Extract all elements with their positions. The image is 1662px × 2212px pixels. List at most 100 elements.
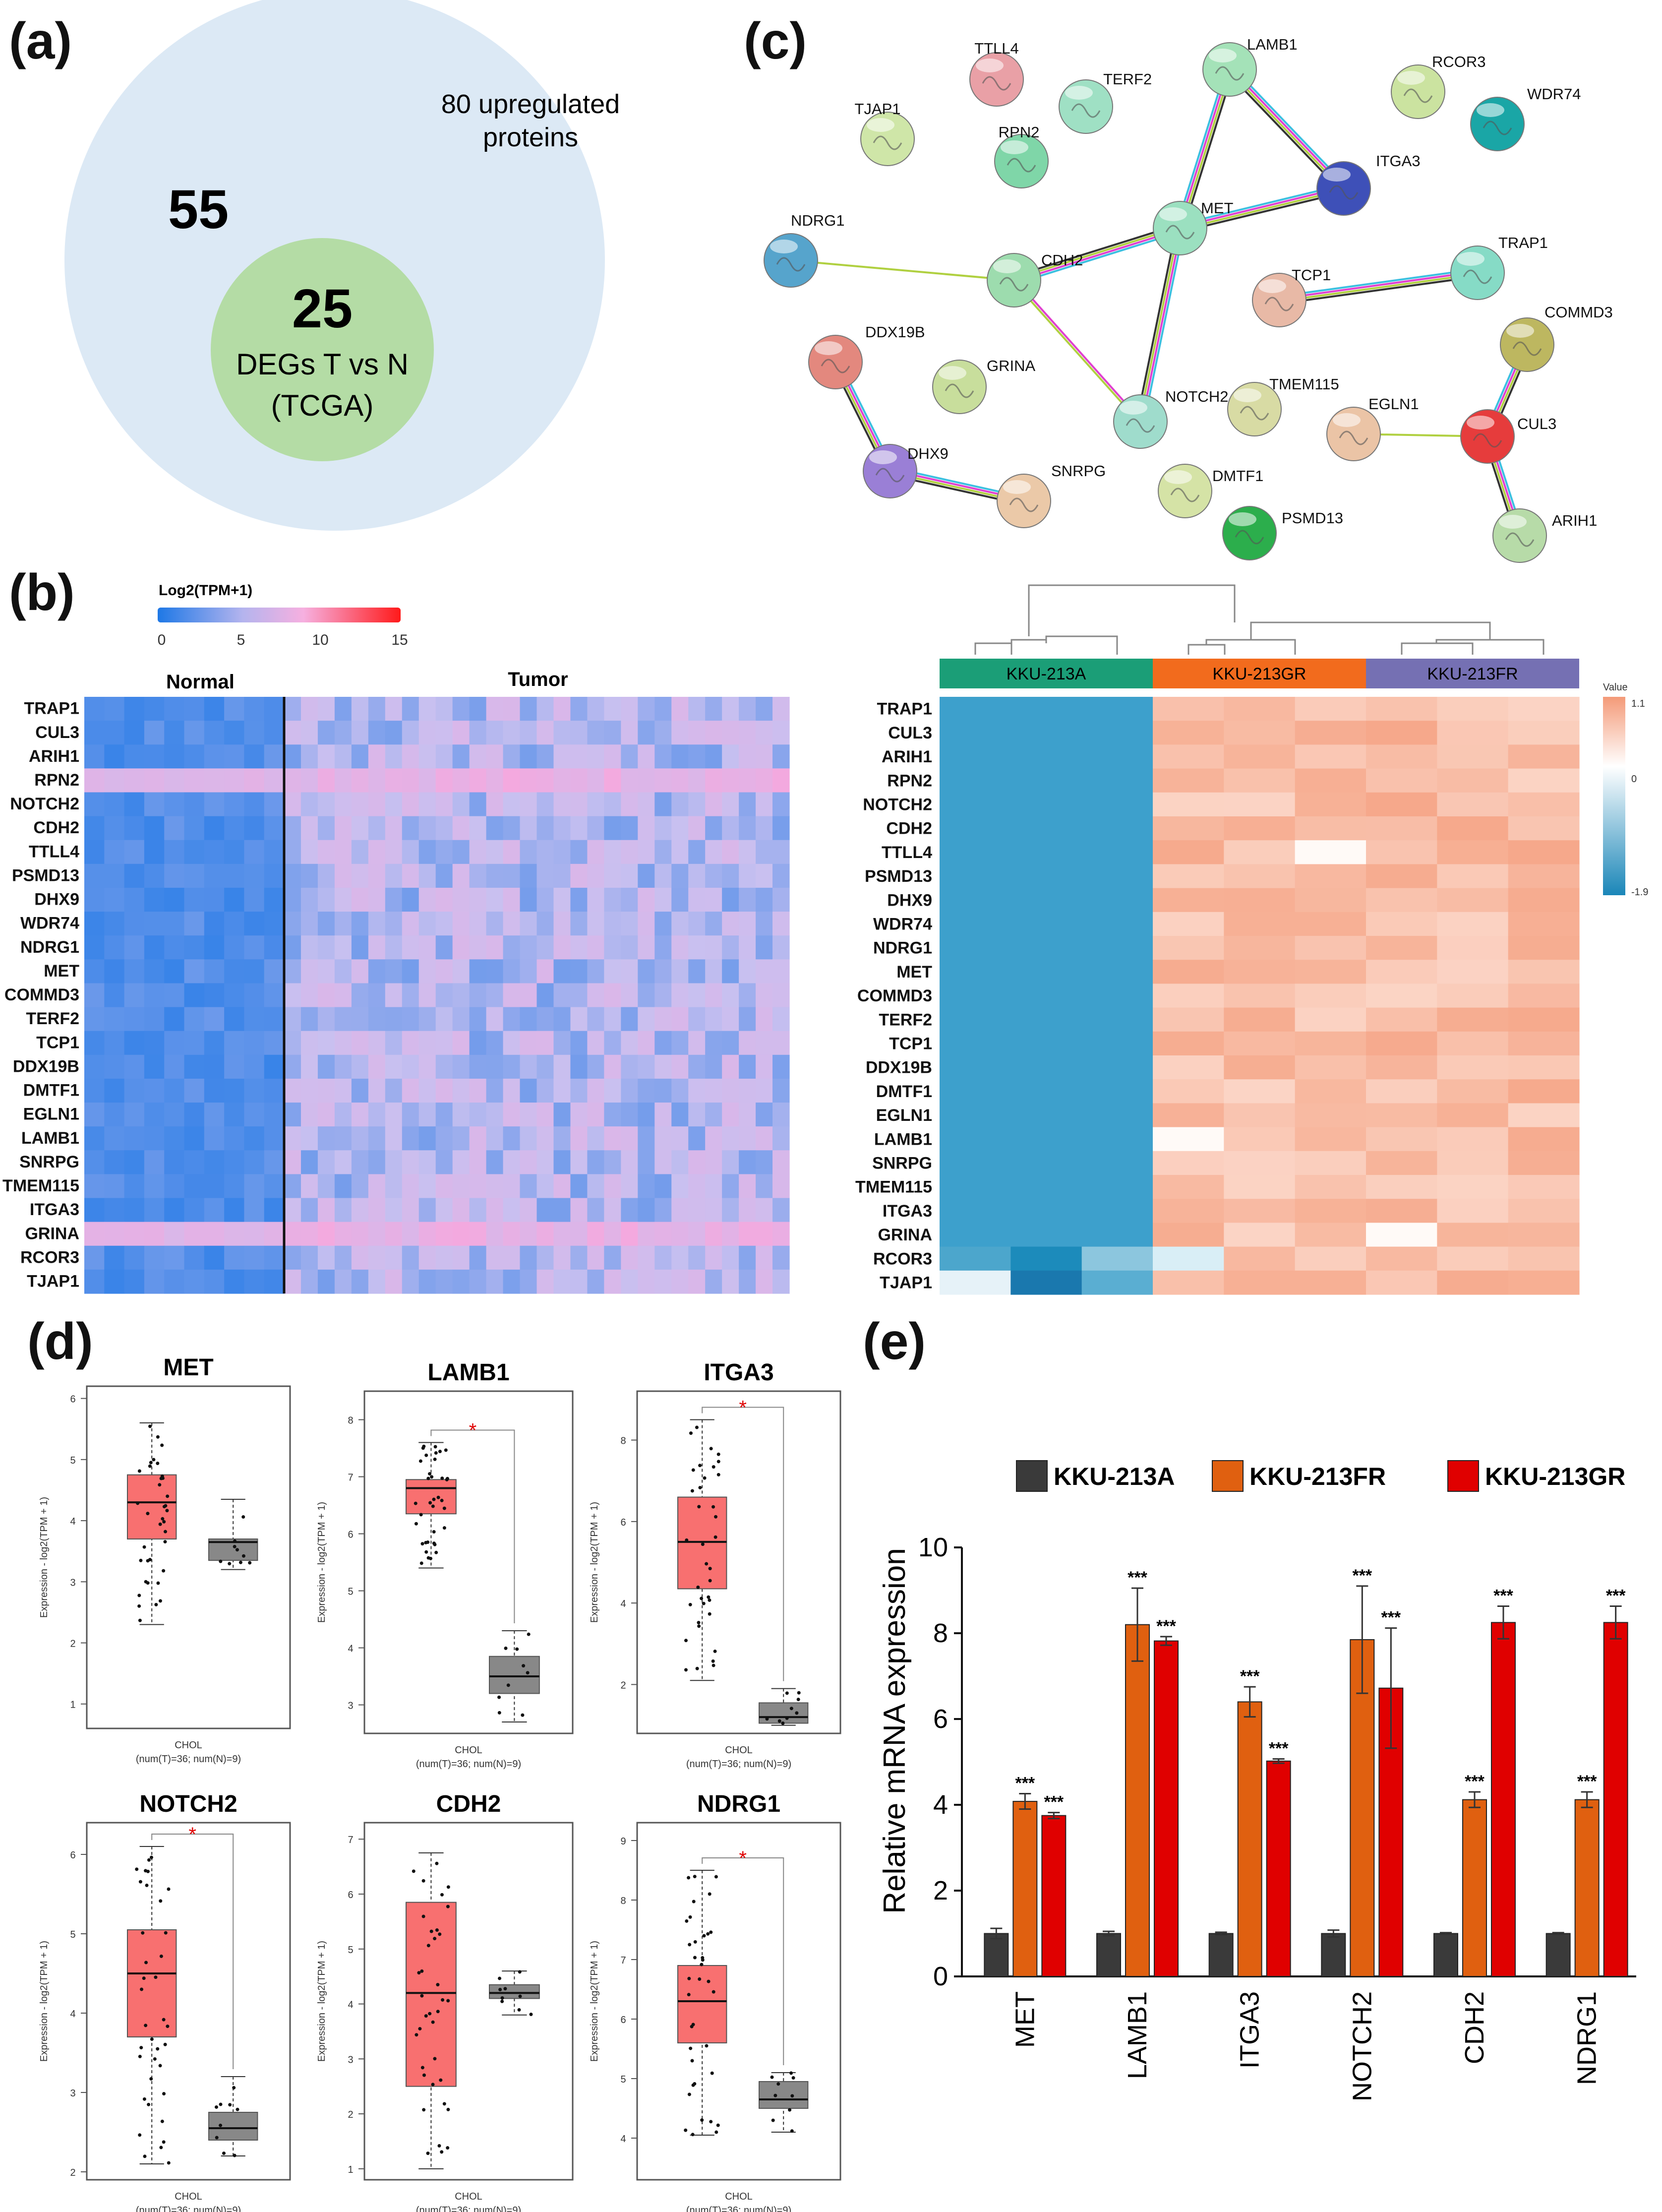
tcga-heat-cell: [688, 1174, 706, 1199]
tcga-heat-cell: [688, 863, 706, 888]
tcga-heat-cell: [351, 792, 369, 817]
boxplot-point: [691, 2133, 695, 2137]
tcga-heat-cell: [705, 983, 722, 1008]
tcga-heat-cell: [772, 840, 790, 864]
tcga-heat-cell: [756, 1031, 773, 1055]
tcga-heat-cell: [503, 935, 521, 960]
protein-structure-icon: [1215, 66, 1245, 81]
tcga-heat-cell: [124, 887, 145, 912]
tcga-heat-cell: [204, 1078, 225, 1103]
boxplot-point: [698, 1464, 702, 1468]
tcga-heat-cell: [671, 1078, 689, 1103]
tcga-heat-cell: [621, 863, 638, 888]
tcga-heat-cell: [638, 1245, 655, 1270]
tcga-heat-cell: [553, 1150, 571, 1174]
boxplot-ylabel: Expression - log2(TPM + 1): [316, 1941, 327, 2062]
boxplot-ytick-label: 5: [70, 1929, 75, 1940]
tcga-heat-cell: [144, 744, 165, 769]
tcga-heat-cell: [184, 721, 205, 745]
boxplot-point: [158, 1522, 162, 1526]
boxplot-point: [526, 1671, 530, 1675]
tcga-heat-cell: [317, 744, 335, 769]
tcga-heat-cell: [739, 1031, 756, 1055]
boxplot-frame: [636, 1390, 841, 1734]
tcga-heat-cell: [722, 912, 739, 936]
tcga-heat-cell: [570, 1269, 588, 1294]
legend-item-kku-213a: KKU-213A: [1016, 1460, 1175, 1492]
tcga-heat-cell: [520, 959, 537, 984]
boxplot-point: [147, 1858, 151, 1862]
boxplot-point: [700, 1597, 704, 1600]
boxplot-point: [685, 1538, 689, 1542]
tcga-heat-cell: [224, 792, 244, 817]
tcga-heat-cell: [124, 1269, 145, 1294]
tcga-heat-cell: [317, 1222, 335, 1246]
cell-heat-cell: [1437, 816, 1509, 841]
tcga-heat-cell: [244, 1174, 265, 1199]
boxplot-frame: [86, 1385, 291, 1729]
network-node-label: NDRG1: [791, 212, 845, 229]
tcga-heat-cell: [654, 1222, 672, 1246]
cell-heat-cell: [1081, 1007, 1153, 1032]
tcga-heat-cell: [224, 1054, 244, 1079]
tcga-heat-cell: [570, 768, 588, 793]
boxplot-point: [703, 1476, 707, 1480]
cell-heat-cell: [1366, 864, 1437, 889]
tcga-heat-cell: [520, 1198, 537, 1223]
tcga-heat-cell: [402, 1245, 419, 1270]
tcga-heat-cell: [503, 1103, 521, 1127]
tcga-heat-cell: [264, 1198, 285, 1223]
boxplot-point: [712, 1663, 715, 1667]
cell-heat-cell: [1295, 744, 1366, 769]
tcga-heat-cell: [772, 1078, 790, 1103]
tcga-heat-cell: [553, 840, 571, 864]
tcga-gene-label: RPN2: [34, 771, 79, 790]
boxplot-point: [789, 1707, 793, 1711]
network-node-label: GRINA: [987, 357, 1036, 374]
tcga-heat-cell: [385, 863, 403, 888]
tcga-heat-cell: [402, 1198, 419, 1223]
tcga-heat-cell: [144, 1174, 165, 1199]
dendrogram-branch: [1250, 621, 1491, 640]
tcga-heat-cell: [587, 1007, 604, 1032]
tcga-heat-cell: [334, 959, 352, 984]
tcga-heat-cell: [705, 1198, 722, 1223]
tcga-heat-cell: [587, 1174, 604, 1199]
tcga-heat-cell: [638, 792, 655, 817]
bar-met-kku-213gr: [1041, 1815, 1067, 1977]
boxplot-point: [527, 1632, 531, 1636]
tcga-heat-cell: [402, 1103, 419, 1127]
boxplot-point: [137, 1604, 141, 1608]
cell-gene-label: CDH2: [886, 819, 932, 838]
boxplot-box: [489, 1984, 540, 1999]
protein-structure-icon: [875, 468, 905, 483]
tcga-heat-cell: [204, 887, 225, 912]
tcga-heat-cell: [722, 1031, 739, 1055]
cell-heat-cell: [940, 1127, 1011, 1152]
tcga-heat-cell: [317, 887, 335, 912]
tcga-heat-cell: [756, 1174, 773, 1199]
tcga-heat-cell: [469, 863, 487, 888]
tcga-heat-cell: [84, 935, 105, 960]
tcga-heat-cell: [418, 1054, 436, 1079]
tcga-gene-label: COMMD3: [4, 985, 79, 1004]
tcga-heat-cell: [570, 1007, 588, 1032]
tcga-gene-label: EGLN1: [23, 1105, 79, 1124]
tcga-heat-cell: [772, 1269, 790, 1294]
tcga-heat-cell: [587, 768, 604, 793]
boxplot-xlabel-n: (num(T)=36; num(N)=9): [136, 1754, 241, 1765]
cell-gene-label: TMEM115: [855, 1178, 932, 1197]
network-node-highlight: [770, 240, 798, 253]
network-node-highlight: [1258, 279, 1286, 293]
protein-structure-icon: [1473, 433, 1502, 448]
tcga-heat-cell: [756, 1150, 773, 1174]
tcga-heat-cell: [351, 1245, 369, 1270]
boxplot-point: [693, 1940, 697, 1944]
network-edge-line: [1228, 69, 1344, 190]
cell-heat-cell: [1366, 1175, 1437, 1199]
group-bar-kku-213fr: [1366, 659, 1579, 688]
boxplot-point: [154, 1975, 158, 1979]
boxplot-point: [228, 2103, 232, 2107]
tcga-heat-cell: [264, 1126, 285, 1151]
significance-label: ***: [1156, 1617, 1176, 1636]
